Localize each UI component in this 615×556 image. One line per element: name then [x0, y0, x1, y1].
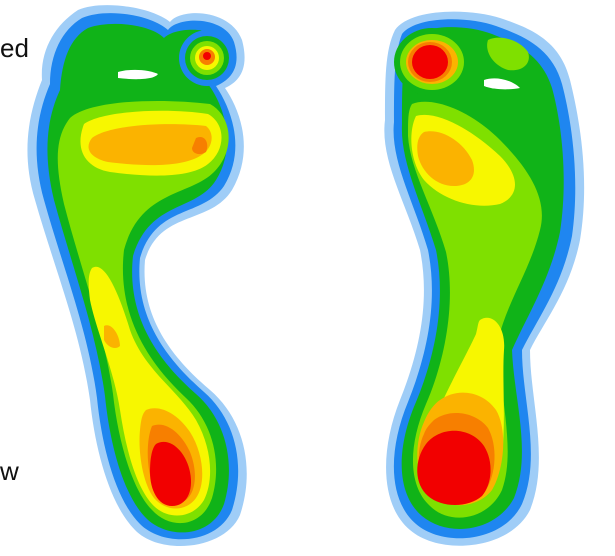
right-toe-gap: [484, 78, 520, 90]
partial-label-top: ed: [0, 33, 29, 63]
left-small-toe: [179, 30, 235, 86]
left-foot-max: [150, 441, 192, 506]
left-foot-high: [88, 124, 212, 509]
partial-label-bottom: w: [0, 456, 19, 486]
left-toe-gap: [118, 69, 158, 80]
right-foot: [384, 11, 585, 546]
right-foot-max: [417, 430, 491, 505]
right-big-toe: [394, 28, 470, 96]
left-foot-mid-high: [80, 110, 222, 516]
right-foot-high: [417, 131, 504, 506]
left-foot: [27, 5, 247, 547]
